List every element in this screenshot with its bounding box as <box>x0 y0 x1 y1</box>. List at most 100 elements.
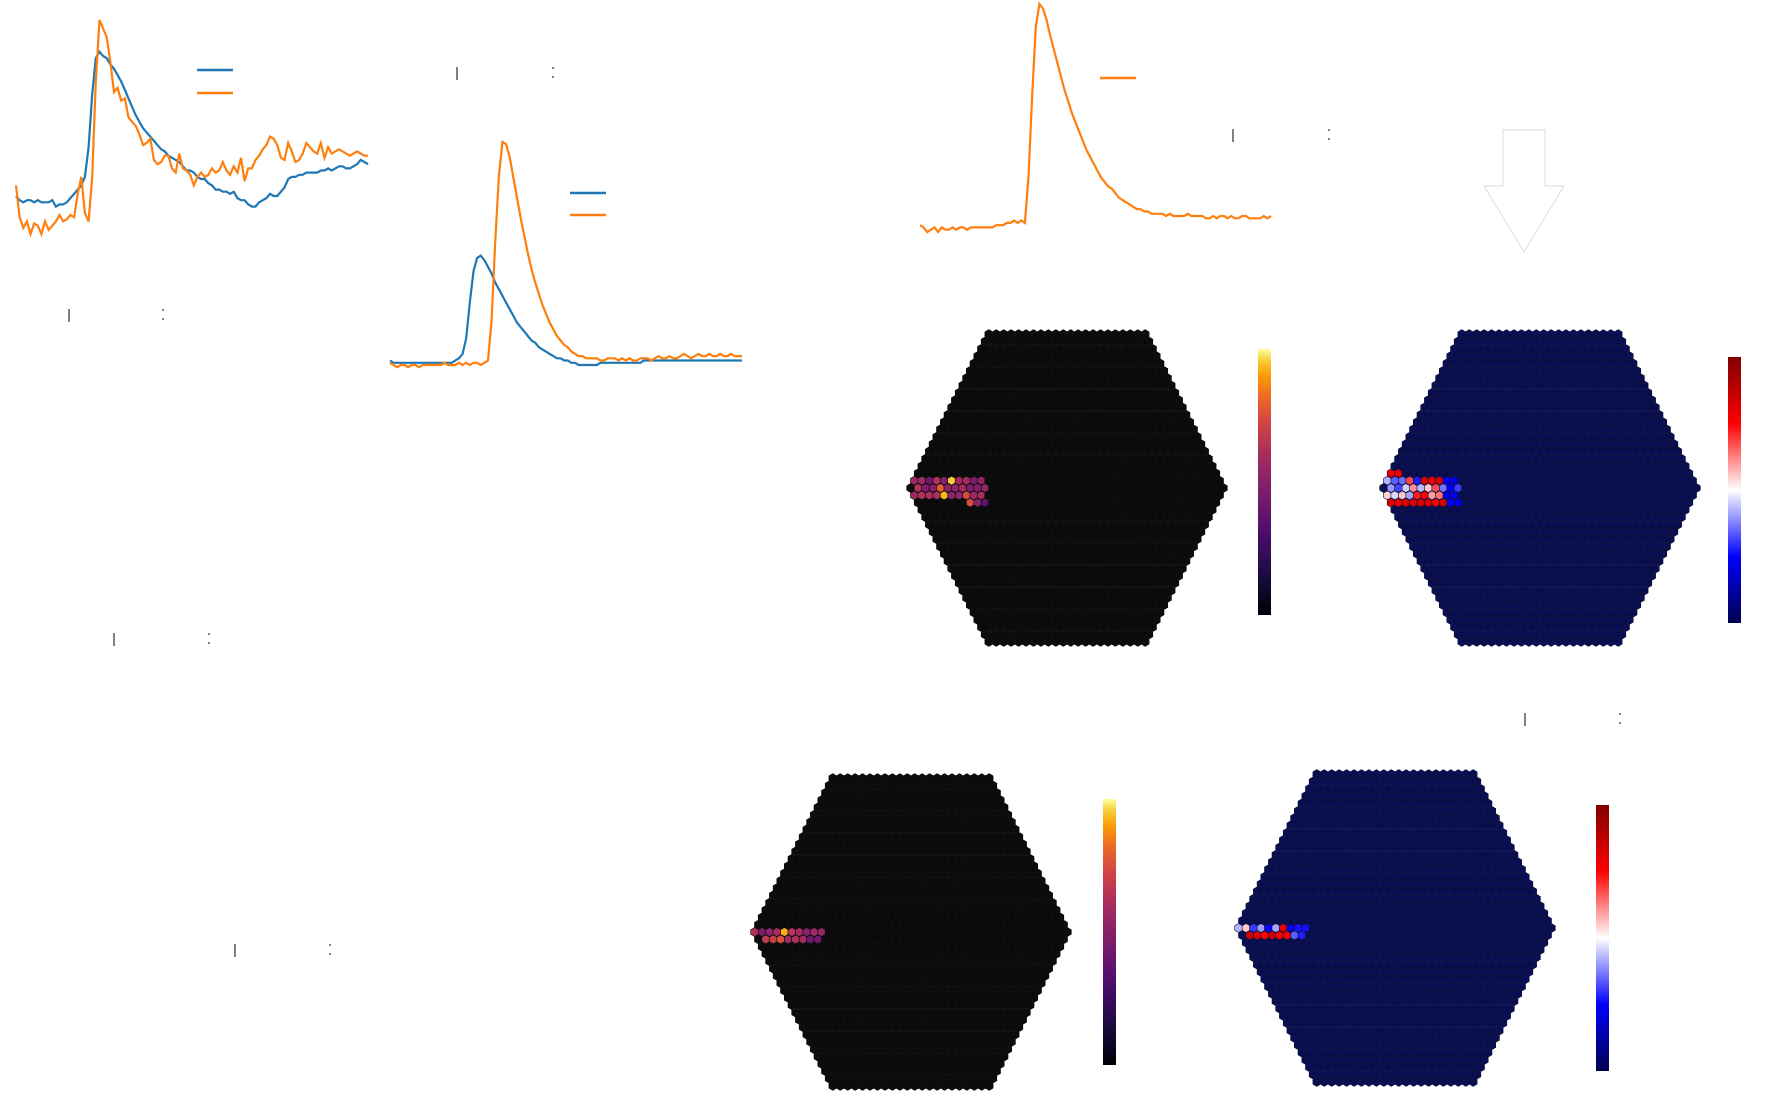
camera-pixel <box>910 1081 919 1091</box>
camera-pixel <box>1610 483 1619 493</box>
camera-pixel <box>1126 329 1135 339</box>
camera-pixel <box>1561 329 1571 339</box>
camera-pixel <box>839 1015 849 1025</box>
camera-pixel <box>1011 1029 1020 1040</box>
camera-pixel <box>787 927 797 937</box>
camera-pixel <box>1074 637 1083 647</box>
camera-pixel <box>817 1015 826 1025</box>
camera-pixel <box>1573 395 1582 405</box>
camera-pixel <box>951 483 960 493</box>
camera-charge-top <box>906 329 1228 647</box>
camera-pixel <box>917 773 927 783</box>
camera-pixel <box>1088 637 1098 647</box>
camera-pixel <box>1167 483 1176 493</box>
camera-pixel <box>1494 329 1504 339</box>
camera-pixel <box>1602 483 1612 493</box>
series-line <box>389 140 742 369</box>
camera-pixel <box>1532 329 1541 339</box>
camera-pixel <box>917 1051 927 1062</box>
camera-pixel <box>817 839 826 849</box>
camera-pixel <box>1301 835 1310 845</box>
camera-pixel <box>1513 483 1522 493</box>
camera-pixel <box>1539 637 1548 647</box>
camera-pixel <box>973 395 982 405</box>
camera-pixel <box>947 1081 957 1091</box>
camera-pixel <box>1294 923 1303 933</box>
camera-pixel <box>1468 571 1478 581</box>
camera-pixel <box>1588 483 1597 493</box>
camera-pixel <box>947 802 957 813</box>
camera-pixel <box>1286 1011 1295 1021</box>
camera-pixel <box>936 839 945 849</box>
camera-pixel <box>1591 358 1600 369</box>
camera-pixel <box>929 927 938 937</box>
camera-pixel <box>1115 483 1124 493</box>
camera-pixel <box>1487 607 1496 618</box>
camera-pixel <box>914 927 923 937</box>
camera-pixel <box>1606 329 1615 339</box>
camera-pixel <box>828 773 838 783</box>
camera-pixel <box>836 1051 845 1062</box>
camera-pixel <box>1051 607 1060 618</box>
camera-pixel <box>809 927 819 937</box>
camera-pixel <box>1133 358 1142 369</box>
camera-pixel <box>802 927 811 937</box>
camera-pixel <box>757 927 767 937</box>
camera-pixel <box>1085 571 1094 581</box>
camera-pixel <box>1327 769 1336 779</box>
camera-pixel <box>1103 607 1113 618</box>
camera-pixel <box>1636 373 1645 383</box>
camera-pixel <box>1364 1077 1374 1087</box>
camera-pixel <box>1621 607 1630 618</box>
camera-pixel <box>977 1081 986 1091</box>
camera-pixel <box>895 1051 905 1062</box>
camera-pixel <box>1103 358 1113 369</box>
camera-pixel <box>869 927 878 937</box>
camera-pixel <box>1461 1047 1470 1058</box>
camera-pixel <box>1588 395 1597 405</box>
camera-pixel <box>1305 1047 1314 1058</box>
camera-pixel <box>1554 637 1563 647</box>
camera-pixel <box>1070 395 1079 405</box>
axis-stub <box>1524 713 1621 726</box>
camera-pixel <box>1107 571 1116 581</box>
camera-pixel <box>944 839 953 849</box>
camera-pixel <box>1011 1015 1020 1025</box>
camera-pixel <box>1431 395 1440 405</box>
camera-pixel <box>888 1081 897 1091</box>
camera-pixel <box>1636 593 1645 603</box>
camera-pixel <box>955 773 964 783</box>
camera-pixel <box>1155 607 1165 618</box>
camera-pixel <box>1610 395 1619 405</box>
camera-pixel <box>1424 571 1433 581</box>
camera-pixel <box>1100 571 1109 581</box>
camera-pixel <box>1338 835 1347 845</box>
camera-pixel <box>1007 1037 1016 1047</box>
camera-pixel <box>1133 329 1142 339</box>
camera-pixel <box>1439 395 1448 405</box>
camera-pixel <box>850 1051 860 1062</box>
camera-pixel <box>1308 923 1318 933</box>
camera-pixel <box>995 483 1005 493</box>
camera-pixel <box>1524 607 1533 618</box>
camera-pixel <box>1677 512 1686 523</box>
camera-pixel <box>1074 607 1083 618</box>
camera-pixel <box>981 1015 990 1025</box>
camera-pixel <box>1457 637 1466 647</box>
camera-pixel <box>1163 373 1172 383</box>
camera-pixel <box>1133 637 1142 647</box>
camera-pixel <box>899 927 908 937</box>
camera-pixel <box>1640 571 1649 581</box>
camera-pixel <box>828 1081 838 1091</box>
camera-pixel <box>1096 637 1105 647</box>
camera-pixel <box>1446 483 1455 493</box>
camera-pixel <box>1424 395 1433 405</box>
camera-pixel <box>873 773 882 783</box>
camera-pixel <box>966 839 975 849</box>
camera-pixel <box>1029 607 1038 618</box>
camera-pixel <box>1621 358 1630 369</box>
series-line <box>389 254 742 367</box>
camera-pixel <box>1103 329 1113 339</box>
camera-pixel <box>1029 329 1038 339</box>
